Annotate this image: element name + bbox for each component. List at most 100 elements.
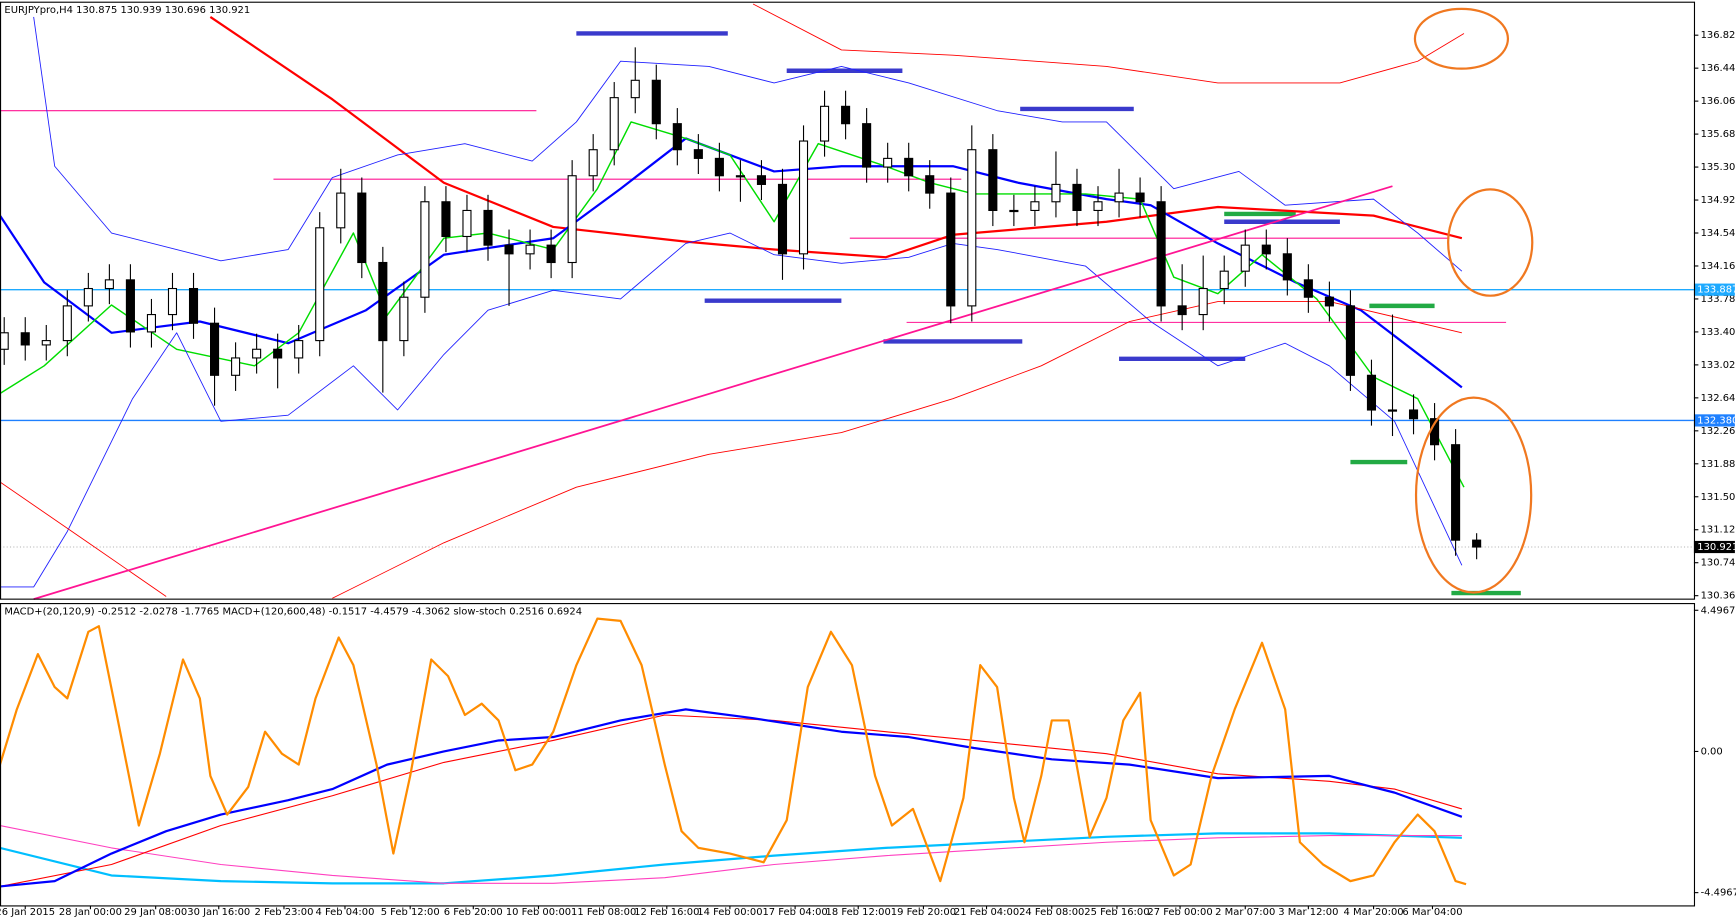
price-label: 132.380 — [1697, 415, 1736, 426]
indicator-panel-frame — [0, 603, 1696, 907]
candle-body — [988, 149, 998, 212]
x-tick-label: 19 Feb 20:00 — [891, 907, 956, 917]
x-tick-label: 10 Feb 00:00 — [506, 907, 571, 917]
y-tick-label: 131.880 — [1701, 459, 1736, 470]
x-tick-label: 2 Feb 23:00 — [254, 907, 313, 917]
candle-body — [399, 296, 409, 342]
candle-body — [420, 201, 430, 298]
candle-body — [167, 287, 178, 316]
candle-body — [1135, 192, 1145, 203]
y-tick-label: 134.540 — [1701, 228, 1736, 239]
candle-body — [125, 279, 135, 333]
candle-body — [104, 279, 114, 290]
y-tick-label: 136.060 — [1701, 96, 1736, 107]
panel-title: EURJPYpro,H4 130.875 130.939 130.696 130… — [4, 5, 250, 16]
x-tick-label: 24 Feb 08:00 — [1019, 907, 1084, 917]
candle-body — [1030, 201, 1040, 212]
candle-body — [651, 79, 661, 125]
candle-body — [967, 149, 977, 307]
candle-body — [62, 305, 72, 342]
y-tick-label: 4.4967 — [1701, 605, 1736, 616]
indicator-line — [209, 16, 1463, 259]
price-label-box — [1693, 540, 1735, 554]
price-panel-frame — [0, 1, 1696, 600]
y-tick-label: -4.4967 — [1701, 888, 1736, 899]
candle-body — [672, 123, 682, 151]
y-tick-label: 130.360 — [1701, 591, 1736, 602]
annotation-ellipse — [1414, 396, 1533, 594]
indicator-line — [0, 617, 1467, 886]
candle-body — [777, 183, 788, 255]
candle-body — [188, 287, 199, 324]
candle-body — [567, 175, 577, 264]
candle-body — [504, 244, 514, 255]
x-tick-label: 27 Feb 00:00 — [1147, 907, 1212, 917]
price-label: 130.921 — [1697, 542, 1736, 553]
candle-body — [83, 287, 93, 307]
annotation-ellipse — [1413, 7, 1510, 70]
y-tick-label: 132.260 — [1701, 426, 1736, 437]
y-tick-label: 134.160 — [1701, 261, 1736, 272]
x-tick-label: 26 Jan 2015 — [0, 907, 55, 917]
y-tick-label: 131.500 — [1701, 492, 1736, 503]
x-tick-label: 5 Feb 12:00 — [381, 907, 440, 917]
candle-body — [630, 79, 640, 99]
plot-layer: 136.820 136.440 136.060 135.680 135.300 134.9… — [0, 3, 1736, 917]
candle-body — [588, 149, 598, 177]
annotation-ellipse — [1447, 188, 1534, 297]
candle-body — [1408, 409, 1419, 420]
price-label-box — [1693, 414, 1735, 427]
candle-body — [483, 209, 493, 246]
x-tick-label: 28 Jan 00:00 — [59, 907, 122, 917]
candle-body — [1198, 287, 1208, 316]
candle-body — [798, 140, 809, 255]
indicator-line — [0, 232, 1463, 588]
x-tick-label: 25 Feb 16:00 — [1084, 907, 1149, 917]
candle-body — [1472, 539, 1482, 548]
y-tick-label: 133.780 — [1701, 294, 1736, 305]
candle-body — [609, 97, 619, 151]
candle-body — [904, 157, 914, 177]
candle-body — [1387, 409, 1398, 412]
candle-body — [41, 340, 51, 346]
candle-body — [1261, 244, 1271, 255]
indicator-line — [0, 708, 1463, 888]
indicator-line — [0, 481, 167, 597]
candle-body — [1009, 209, 1019, 213]
indicator-line — [332, 301, 1462, 599]
candle-body — [925, 175, 935, 194]
candle-body — [841, 105, 851, 125]
candle-body — [0, 332, 9, 350]
candle-body — [1282, 253, 1292, 281]
panel-title: MACD+(20,120,9) -0.2512 -2.0278 -1.7765 … — [4, 606, 582, 617]
candle-body — [525, 244, 535, 255]
candle-body — [357, 192, 367, 264]
candle-body — [273, 348, 283, 359]
y-tick-label: 136.440 — [1701, 63, 1736, 74]
x-tick-label: 4 Mar 20:00 — [1344, 907, 1404, 917]
candle-body — [294, 340, 304, 359]
x-tick-label: 11 Feb 08:00 — [571, 907, 636, 917]
candle-body — [1093, 201, 1103, 212]
y-tick-label: 133.400 — [1701, 327, 1736, 338]
candle-body — [336, 192, 346, 229]
y-tick-label: 135.300 — [1701, 162, 1736, 173]
x-tick-label: 4 Feb 04:00 — [315, 907, 374, 917]
indicator-line — [33, 16, 1463, 272]
candle-body — [441, 201, 451, 238]
candle-body — [1240, 244, 1250, 272]
y-tick-label: 134.920 — [1701, 195, 1736, 206]
y-tick-label: 135.680 — [1701, 129, 1736, 140]
price-label: 133.887 — [1697, 285, 1736, 296]
y-tick-label: 131.120 — [1701, 525, 1736, 536]
candle-body — [1451, 444, 1461, 541]
candle-body — [946, 192, 956, 307]
candle-body — [231, 357, 241, 376]
candle-body — [1219, 270, 1229, 290]
x-tick-label: 3 Mar 12:00 — [1278, 907, 1338, 917]
indicator-line — [752, 3, 1465, 84]
x-tick-label: 12 Feb 16:00 — [634, 907, 699, 917]
x-tick-label: 17 Feb 04:00 — [762, 907, 827, 917]
x-tick-label: 21 Feb 04:00 — [954, 907, 1019, 917]
indicator-line — [0, 832, 1462, 885]
